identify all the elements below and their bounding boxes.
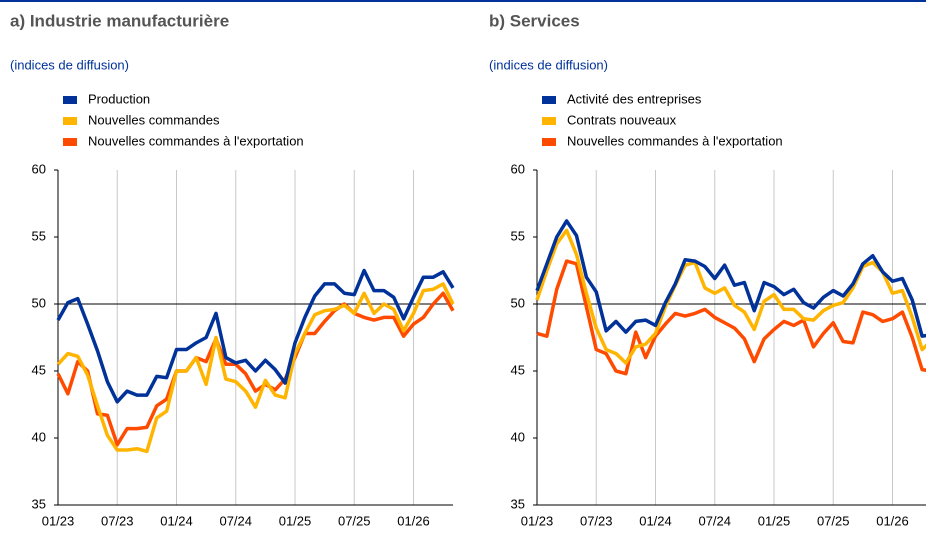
series-line: [536, 259, 926, 376]
y-tick-label: 45: [511, 362, 525, 377]
y-tick-label: 55: [32, 228, 46, 243]
y-tick-label: 35: [32, 496, 46, 511]
legend-label: Nouvelles commandes à l'exportation: [567, 133, 783, 148]
x-tick-label: 07/23: [101, 513, 134, 528]
x-tick-label: 01/23: [521, 513, 554, 528]
y-tick-label: 45: [32, 362, 46, 377]
y-tick-label: 50: [511, 295, 525, 310]
y-tick-label: 40: [511, 429, 525, 444]
x-tick-label: 07/25: [817, 513, 850, 528]
panel-subtitle: (indices de diffusion): [10, 57, 129, 72]
series-line: [535, 219, 926, 338]
x-tick-label: 01/24: [160, 513, 193, 528]
legend-label: Nouvelles commandes à l'exportation: [88, 133, 304, 148]
series-line: [56, 268, 455, 404]
x-tick-label: 01/24: [639, 513, 672, 528]
legend-swatch: [542, 117, 556, 125]
legend-swatch: [542, 96, 556, 104]
x-tick-label: 01/25: [758, 513, 791, 528]
panel-title: a) Industrie manufacturière: [10, 11, 229, 30]
series-line: [56, 282, 455, 454]
y-tick-label: 55: [511, 228, 525, 243]
legend-label: Production: [88, 91, 150, 106]
x-tick-label: 07/24: [698, 513, 731, 528]
series-line: [535, 228, 926, 365]
y-tick-label: 35: [511, 496, 525, 511]
panel-subtitle: (indices de diffusion): [489, 57, 608, 72]
series-line: [56, 291, 455, 447]
x-tick-label: 01/26: [876, 513, 909, 528]
legend-label: Activité des entreprises: [567, 91, 702, 106]
legend-swatch: [63, 117, 77, 125]
legend-label: Nouvelles commandes: [88, 112, 220, 127]
y-tick-label: 60: [32, 161, 46, 176]
legend-swatch: [542, 138, 556, 146]
top-border: [0, 0, 926, 2]
x-tick-label: 01/25: [279, 513, 312, 528]
panel-title: b) Services: [489, 11, 580, 30]
x-tick-label: 07/25: [338, 513, 371, 528]
y-tick-label: 50: [32, 295, 46, 310]
x-tick-label: 01/23: [42, 513, 75, 528]
x-tick-label: 07/24: [219, 513, 252, 528]
y-tick-label: 40: [32, 429, 46, 444]
x-tick-label: 07/23: [580, 513, 613, 528]
legend-swatch: [63, 138, 77, 146]
legend-swatch: [63, 96, 77, 104]
x-tick-label: 01/26: [397, 513, 430, 528]
y-tick-label: 60: [511, 161, 525, 176]
legend-label: Contrats nouveaux: [567, 112, 677, 127]
